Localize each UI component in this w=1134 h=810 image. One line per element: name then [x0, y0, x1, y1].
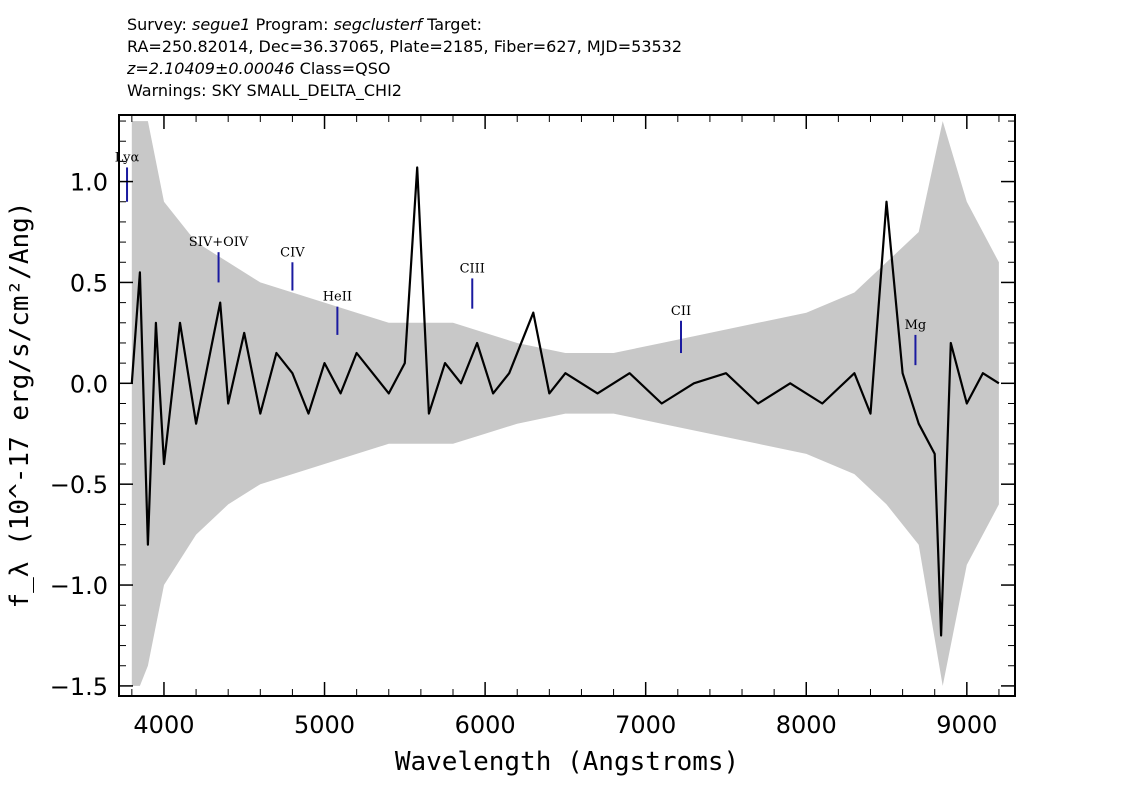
- header-line-2: RA=250.82014, Dec=36.37065, Plate=2185, …: [127, 37, 683, 56]
- x-axis-label: Wavelength (Angstroms): [395, 747, 739, 777]
- y-tick-label: 1.0: [70, 169, 108, 197]
- header-line-3: z=2.10409±0.00046 Class=QSO: [127, 58, 682, 80]
- target-label: Target:: [427, 15, 482, 34]
- header-line-4: Warnings: SKY SMALL_DELTA_CHI2: [127, 81, 402, 100]
- line-label-mg: Mg: [905, 318, 927, 333]
- x-tick-label: 7000: [615, 711, 676, 739]
- y-tick-label: −0.5: [50, 471, 108, 499]
- flux-line: [130, 166, 1000, 637]
- x-tick-label: 9000: [936, 711, 997, 739]
- spectrum-header: Survey: segue1 Program: segclusterf Targ…: [127, 14, 682, 102]
- y-axis-label: f_λ (10^-17 erg/s/cm²/Ang): [5, 202, 35, 609]
- axis-layer: 4000 5000 6000 7000 8000 9000 −1.5 −1.0 −0.5 0.0 0…: [50, 115, 1015, 739]
- y-tick-label: −1.0: [50, 572, 108, 600]
- error-band-layer: [131, 121, 999, 686]
- y-tick-label: 0.0: [70, 370, 108, 398]
- error-band: [131, 121, 999, 686]
- y-tick-label: −1.5: [50, 673, 108, 701]
- header-line-1: Survey: segue1 Program: segclusterf Targ…: [127, 14, 682, 36]
- x-tick-label: 5000: [294, 711, 355, 739]
- x-tick-label: 4000: [133, 711, 194, 739]
- program-value: segclusterf: [333, 15, 422, 34]
- x-tick-label: 8000: [776, 711, 837, 739]
- redshift-value: z=2.10409±0.00046: [127, 59, 295, 78]
- x-tick-label: 6000: [455, 711, 516, 739]
- program-label: Program:: [255, 15, 329, 34]
- line-label-cii: CII: [671, 304, 691, 319]
- line-label-ciii: CIII: [460, 261, 485, 276]
- plot-frame: [118, 114, 1016, 697]
- survey-value: segue1: [191, 15, 251, 34]
- line-label-heii: HeII: [323, 290, 352, 305]
- y-tick-label: 0.5: [70, 269, 108, 297]
- class-value: Class=QSO: [299, 59, 391, 78]
- line-label-siv-oiv: SIV+OIV: [189, 235, 249, 250]
- flux-layer: [130, 166, 1000, 637]
- line-label-civ: CIV: [280, 245, 305, 260]
- survey-label: Survey:: [127, 15, 187, 34]
